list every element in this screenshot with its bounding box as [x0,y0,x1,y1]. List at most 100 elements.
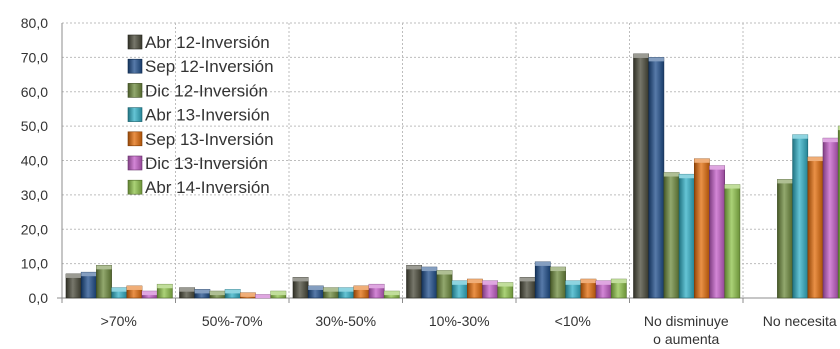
bar-body [633,53,649,299]
x-tick-label-line: 10%-30% [429,313,490,329]
legend-item: Abr 12-Inversión [127,33,270,52]
bar [80,271,97,299]
y-tick-label: 30,0 [21,187,48,203]
x-tick-label-line: >70% [101,313,137,329]
bar-body [777,179,793,299]
x-tick-label-line: 50%-70% [202,313,263,329]
legend-item: Sep 12-Inversión [127,57,274,76]
bar [822,137,839,299]
bar-body [807,156,824,299]
y-tick-label: 20,0 [21,221,48,237]
bar [156,283,173,299]
bar-top [807,157,823,162]
bar-top [633,53,649,58]
bar [436,270,453,299]
bar [807,156,824,299]
bar-body [822,137,839,299]
bar-body [693,158,710,299]
bar-body [792,134,809,299]
x-tick-label: No necesita [763,313,837,329]
bar [126,285,143,299]
x-tick-label: 30%-50% [315,313,376,329]
legend-swatch [127,131,143,147]
bar-top [467,279,483,284]
legend-swatch [127,83,143,98]
legend-label: Sep 13-Inversión [145,130,274,149]
bar [534,261,551,299]
bar [497,282,514,299]
bar [709,165,725,299]
bar-top [338,287,354,292]
bar-top [611,279,627,284]
bar-body [648,57,665,299]
bar [595,280,612,299]
bar-top [777,179,793,184]
bar-top [270,291,286,296]
bar-top [293,277,309,282]
bar [240,292,256,299]
bar-body [678,173,695,299]
x-tick-label-line: No disminuye [644,313,729,329]
bar-top [111,287,127,292]
bar-body [406,265,422,299]
bar [466,278,483,299]
y-tick-label: 0,0 [29,290,49,306]
bar [179,287,195,299]
bar-top [724,184,740,189]
bar-top [323,287,339,292]
x-tick-label-line: 30%-50% [315,313,376,329]
bar [648,57,665,299]
bar [663,172,680,299]
bar-top [452,280,468,285]
bar [96,265,112,299]
bar-top [240,292,256,297]
legend-swatch [127,58,143,74]
x-tick-label: <10% [555,313,591,329]
bar [724,184,741,299]
bar [451,280,468,299]
bar [141,290,158,299]
bar-top [663,172,680,177]
bar-body [436,270,453,299]
x-tick-label: >70% [101,313,137,329]
bar-top [565,280,581,285]
bar-body [421,266,438,299]
bar [255,294,271,299]
legend-item: Abr 13-Inversión [127,106,270,125]
bar [111,287,128,299]
bar [421,266,438,299]
bar-top [596,280,612,285]
bar-body [837,125,840,299]
bar-body [96,265,112,299]
bar-top [497,282,513,287]
bar-top [353,285,369,290]
bar-top [550,267,566,272]
legend-swatch [127,34,143,50]
legend-label: Dic 12-Inversión [145,81,268,100]
bar-top [406,265,422,270]
y-tick-label: 70,0 [21,49,48,65]
bar-top [157,284,173,289]
bar [519,277,536,299]
bar-top [308,285,324,290]
bar [292,277,309,299]
legend-label: Abr 12-Inversión [145,33,270,52]
bar [307,285,324,299]
bar [338,287,355,299]
x-tick-label-line: <10% [555,313,591,329]
bar [323,287,339,299]
bar-top [194,289,210,294]
bar-top [823,138,839,143]
bar-top [709,165,725,170]
bar [550,266,566,299]
y-tick-label: 40,0 [21,153,48,169]
bar-top [694,158,710,163]
bar-top [209,291,226,296]
bar-top [126,285,142,290]
y-tick-label: 80,0 [21,15,48,31]
x-tick-label-line: No necesita [763,313,837,329]
bar-top [482,280,498,285]
bar [837,125,840,299]
bar [224,289,241,299]
